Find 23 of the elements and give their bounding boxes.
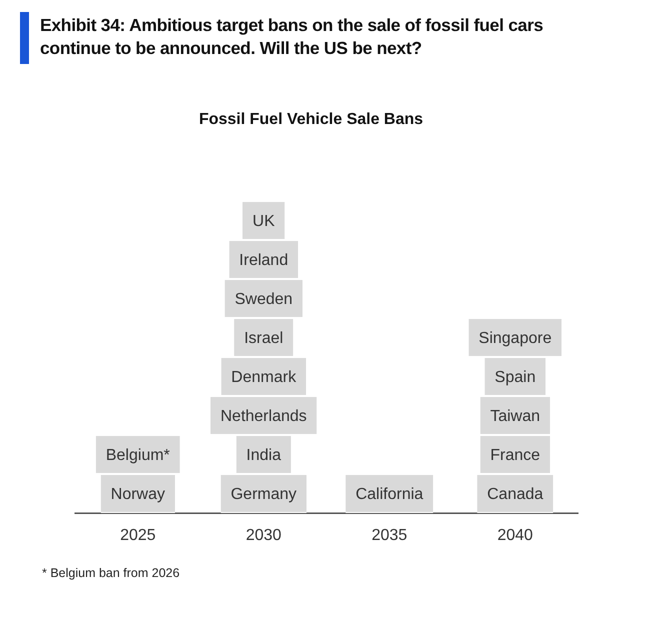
series-label: Canada (487, 486, 544, 503)
series-label: Taiwan (490, 408, 540, 425)
chart-subtitle: Fossil Fuel Vehicle Sale Bans (198, 111, 424, 129)
x-tick-label: 2040 (497, 527, 534, 544)
series-label: Belgium* (106, 446, 170, 464)
series-label: Spain (494, 368, 536, 386)
series-label: Israel (244, 330, 284, 347)
series-label: Sweden (234, 290, 293, 308)
series-label: France (490, 446, 540, 464)
series-label: Ireland (239, 252, 288, 269)
text: * Belgium ban from 2026 (42, 566, 180, 580)
chart-title: Exhibit 34: Ambitious target bans on the sale of fossil fuel cars continue to be announced. Will the US be next? (40, 14, 544, 60)
series-label: UK (252, 212, 276, 230)
series-label: India (246, 446, 282, 464)
series-label: Denmark (231, 368, 298, 386)
x-tick-label: 2025 (120, 527, 156, 544)
x-tick-label: 2030 (246, 527, 282, 544)
series-label: California (356, 486, 424, 503)
series-label: Netherlands (220, 408, 307, 425)
series-label: Singapore (478, 330, 552, 347)
series-label: Norway (110, 486, 165, 503)
series-label: Germany (230, 486, 297, 503)
x-tick-label: 2035 (372, 527, 408, 544)
